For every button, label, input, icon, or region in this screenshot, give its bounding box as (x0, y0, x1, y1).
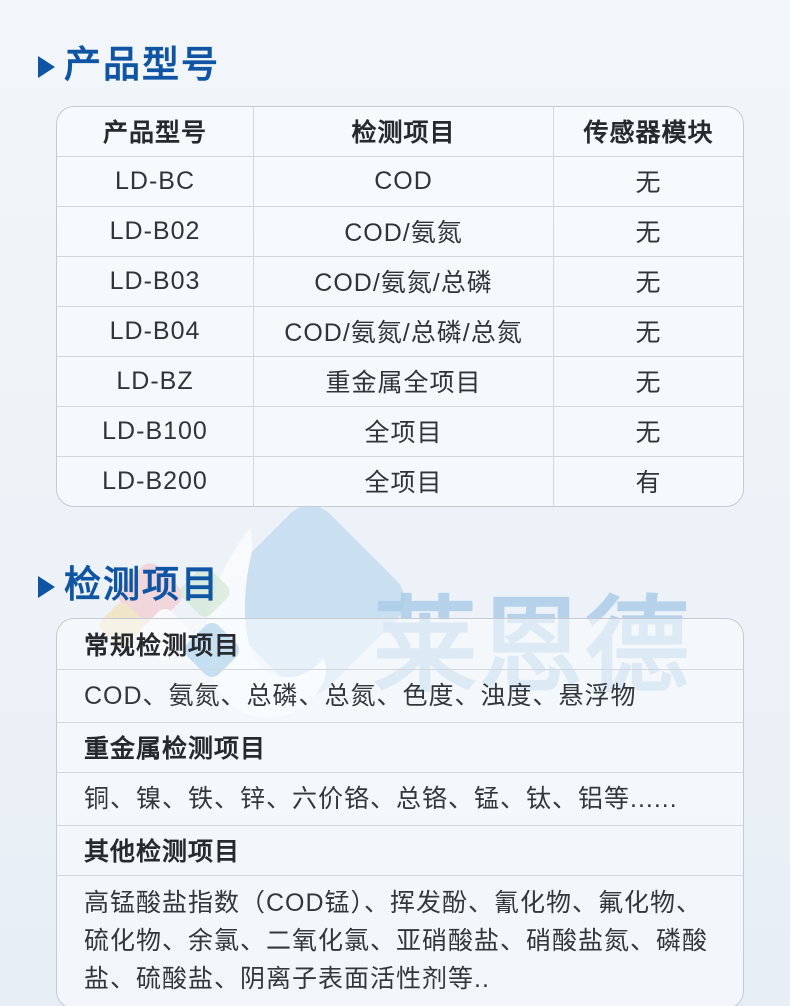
model-cell: LD-BZ (116, 366, 194, 395)
sensor-cell: 无 (553, 256, 743, 306)
table-header-row: 产品型号 检测项目 传感器模块 (57, 106, 743, 156)
sensor-cell: 有 (553, 456, 743, 506)
table-row: LD-BC COD 无 (57, 155, 743, 206)
model-cell: LD-B02 (109, 216, 201, 245)
sensor-cell: 无 (553, 356, 743, 406)
sensor-cell: 无 (553, 306, 743, 356)
table-row: LD-B02 COD/氨氮 无 (57, 205, 743, 256)
list-row-header: 重金属检测项目 (57, 721, 743, 772)
table-row: LD-BZ 重金属全项目 无 (57, 355, 743, 406)
items-cell: COD (253, 156, 553, 206)
sensor-cell: 无 (553, 406, 743, 456)
list-row-content: 铜、镍、铁、锌、六价铬、总铬、锰、钛、铝等...... (57, 771, 743, 825)
model-cell: LD-B03 (109, 266, 201, 295)
detection-items-card: 常规检测项目 COD、氨氮、总磷、总氮、色度、浊度、悬浮物 重金属检测项目 铜、… (56, 617, 744, 1006)
items-cell: 重金属全项目 (253, 356, 553, 406)
items-cell: COD/氨氮/总磷 (253, 256, 553, 306)
list-row-header: 其他检测项目 (57, 824, 743, 875)
section-heading-product-model: 产品型号 (38, 44, 790, 85)
arrow-right-icon (38, 55, 55, 78)
section-title: 检测项目 (64, 563, 220, 605)
product-model-table: 产品型号 检测项目 传感器模块 LD-BC COD 无 LD-B02 COD/氨… (56, 105, 744, 507)
section-title: 产品型号 (64, 44, 220, 85)
items-cell: 全项目 (253, 456, 553, 506)
section-heading-detection-items: 检测项目 (38, 563, 790, 605)
table-row: LD-B100 全项目 无 (57, 405, 743, 456)
items-cell: COD/氨氮/总磷/总氮 (253, 306, 553, 356)
sensor-cell: 无 (553, 206, 743, 256)
column-header: 产品型号 (102, 119, 207, 148)
sensor-cell: 无 (553, 156, 743, 206)
model-cell: LD-B200 (102, 466, 208, 495)
table-row: LD-B04 COD/氨氮/总磷/总氮 无 (57, 305, 743, 356)
column-header: 检测项目 (253, 106, 553, 156)
arrow-right-icon (38, 575, 55, 598)
items-cell: 全项目 (253, 406, 553, 456)
column-header: 传感器模块 (553, 106, 743, 156)
items-cell: COD/氨氮 (253, 206, 553, 256)
model-cell: LD-B04 (109, 316, 201, 345)
table-row: LD-B200 全项目 有 (57, 455, 743, 506)
model-cell: LD-BC (114, 166, 195, 195)
list-row-content: 高锰酸盐指数（COD锰）、挥发酚、氰化物、氟化物、硫化物、余氯、二氧化氯、亚硝酸… (57, 874, 743, 1006)
model-cell: LD-B100 (102, 416, 208, 445)
list-row-header: 常规检测项目 (84, 631, 241, 660)
table-row: LD-B03 COD/氨氮/总磷 无 (57, 255, 743, 306)
list-row-content: COD、氨氮、总磷、总氮、色度、浊度、悬浮物 (57, 668, 743, 722)
